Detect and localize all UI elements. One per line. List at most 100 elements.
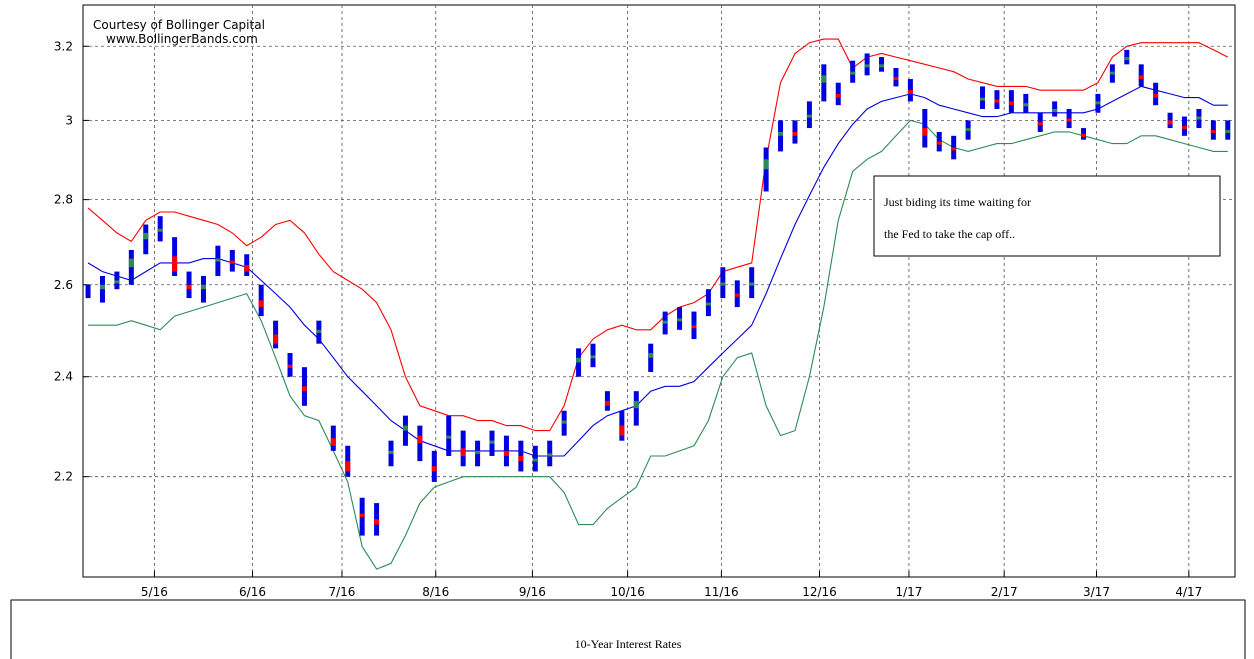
- close-segment: [186, 284, 192, 290]
- close-segment: [835, 93, 841, 98]
- close-segment: [1109, 71, 1115, 75]
- close-segment: [1210, 129, 1216, 133]
- price-bar: [821, 64, 827, 102]
- close-segment: [1023, 103, 1029, 107]
- close-segment: [994, 99, 1000, 103]
- x-tick-label: 1/17: [895, 585, 922, 599]
- x-tick-label: 9/16: [519, 585, 546, 599]
- close-segment: [821, 75, 827, 83]
- close-segment: [402, 425, 408, 431]
- close-segment: [143, 232, 149, 240]
- credit-url: www.BollingerBands.com: [106, 32, 258, 46]
- close-segment: [460, 448, 466, 456]
- close-segment: [475, 450, 481, 454]
- close-segment: [157, 228, 163, 232]
- close-segment: [446, 435, 452, 439]
- close-segment: [431, 466, 437, 472]
- close-segment: [951, 147, 957, 151]
- close-segment: [691, 325, 697, 329]
- close-segment: [417, 435, 423, 444]
- close-segment: [980, 97, 986, 101]
- close-segment: [965, 128, 971, 132]
- close-segment: [734, 293, 740, 297]
- close-segment: [359, 513, 365, 517]
- price-bar: [633, 391, 639, 426]
- band-line: [88, 119, 1228, 570]
- credit: Courtesy of Bollinger Capital: [93, 18, 265, 32]
- x-tick-label: 10/16: [610, 585, 645, 599]
- close-segment: [576, 357, 582, 363]
- close-segment: [561, 420, 567, 424]
- close-segment: [677, 318, 683, 322]
- y-tick-label: 2.2: [54, 470, 73, 484]
- price-bar: [648, 343, 654, 372]
- x-tick-label: 6/16: [239, 585, 266, 599]
- close-segment: [907, 90, 913, 94]
- y-tick-label: 2.8: [54, 193, 73, 207]
- close-segment: [619, 425, 625, 436]
- price-bar: [576, 348, 582, 377]
- close-segment: [1153, 93, 1159, 98]
- close-segment: [879, 64, 885, 68]
- close-segment: [503, 450, 509, 456]
- price-bar: [200, 275, 206, 303]
- close-segment: [1037, 122, 1043, 126]
- close-segment: [172, 256, 178, 272]
- close-segment: [648, 353, 654, 358]
- close-segment: [720, 282, 726, 286]
- close-segment: [532, 458, 538, 462]
- close-segment: [662, 320, 668, 324]
- close-segment: [1081, 133, 1087, 137]
- price-bar: [99, 275, 105, 303]
- grid: [83, 5, 1235, 577]
- close-segment: [1138, 75, 1144, 80]
- note-line: the Fed to take the cap off..: [884, 227, 1015, 241]
- y-tick-label: 3: [65, 113, 73, 127]
- price-bar: [763, 147, 769, 192]
- x-tick-label: 12/16: [802, 585, 837, 599]
- x-tick-label: 2/17: [991, 585, 1018, 599]
- close-segment: [518, 455, 524, 462]
- close-segment: [316, 329, 322, 333]
- close-segment: [1066, 118, 1072, 122]
- note-line: Just biding its time waiting for: [884, 195, 1031, 209]
- close-segment: [936, 141, 942, 145]
- close-segment: [229, 260, 235, 264]
- close-segment: [258, 300, 264, 308]
- x-tick-label: 8/16: [422, 585, 449, 599]
- close-segment: [590, 355, 596, 359]
- x-tick-label: 11/16: [704, 585, 739, 599]
- price-bar: [402, 415, 408, 446]
- price-bar: [85, 284, 91, 299]
- plot-frame: [82, 4, 1236, 578]
- band-line: [87, 38, 1229, 432]
- price-bar: [143, 224, 149, 255]
- y-tick-label: 2.4: [54, 370, 73, 384]
- close-segment: [749, 282, 755, 286]
- close-segment: [893, 77, 899, 81]
- note-box: [873, 175, 1221, 257]
- close-segment: [850, 71, 856, 75]
- title-box: [10, 599, 1246, 659]
- close-segment: [128, 258, 134, 268]
- close-segment: [547, 453, 553, 457]
- close-segment: [200, 284, 206, 290]
- close-segment: [1008, 101, 1014, 106]
- close-segment: [374, 519, 380, 525]
- close-segment: [1095, 101, 1101, 105]
- close-segment: [705, 302, 711, 306]
- close-segment: [792, 131, 798, 136]
- price-bar: [778, 120, 784, 152]
- close-segment: [244, 265, 250, 272]
- close-segment: [489, 440, 495, 444]
- close-segment: [388, 450, 394, 454]
- price-bar: [128, 249, 134, 285]
- close-segment: [99, 284, 105, 290]
- marks: [85, 38, 1231, 570]
- chart-title: 10-Year Interest Rates: [575, 637, 682, 651]
- close-segment: [301, 386, 307, 392]
- close-segment: [922, 128, 928, 136]
- close-segment: [1182, 126, 1188, 130]
- x-tick-label: 4/17: [1175, 585, 1202, 599]
- close-segment: [763, 159, 769, 170]
